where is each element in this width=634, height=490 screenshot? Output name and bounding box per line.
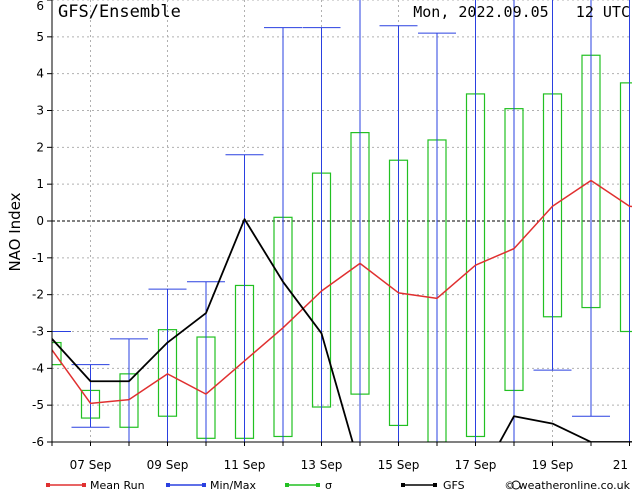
y-tick-label: 6 <box>36 0 44 13</box>
y-axis-label: NAO Index <box>6 192 24 271</box>
legend-label-min-max: Min/Max <box>210 479 256 490</box>
x-tick-labels: 07 Sep 09 Sep 11 Sep 13 Sep 15 Sep 17 Sep 19 S… <box>70 458 628 472</box>
series-lines <box>52 179 632 442</box>
y-tick-labels: -6 -5 -4 -3 -2 -1 0 1 2 3 4 5 6 <box>32 0 44 449</box>
x-tick-label: 15 Sep <box>378 458 420 472</box>
y-tick-label: 2 <box>36 140 44 154</box>
x-tick-label: 21 <box>613 458 628 472</box>
y-tick-label: -3 <box>32 325 44 339</box>
legend-item-gfs: GFS <box>401 479 465 490</box>
sigma-box <box>52 341 62 366</box>
x-tick-label: 13 Sep <box>301 458 343 472</box>
legend-item-mean-run: Mean Run <box>46 479 145 490</box>
legend-label-mean-run: Mean Run <box>90 479 145 490</box>
min-max-bars <box>52 0 630 442</box>
legend-item-sigma: σ <box>285 479 332 490</box>
legend: Mean Run Min/Max σ GFS <box>46 479 465 490</box>
legend-label-sigma: σ <box>325 479 332 490</box>
y-tick-label: -2 <box>32 288 44 302</box>
x-tick-label: 11 Sep <box>224 458 266 472</box>
y-tick-label: -4 <box>32 361 44 375</box>
legend-label-gfs: GFS <box>443 479 465 490</box>
credit-text: © weatheronline.co.uk <box>504 479 630 490</box>
series-line-gfs <box>52 218 632 442</box>
y-tick-label: 3 <box>36 104 44 118</box>
y-tick-label: 5 <box>36 30 44 44</box>
axes <box>47 0 632 446</box>
chart-title: GFS/Ensemble <box>58 2 181 22</box>
legend-item-min-max: Min/Max <box>166 479 256 490</box>
x-tick-label: 17 Sep <box>455 458 497 472</box>
y-tick-label: 4 <box>36 67 44 81</box>
y-tick-label: -1 <box>32 251 44 265</box>
x-tick-label: 09 Sep <box>147 458 189 472</box>
y-tick-label: -5 <box>32 398 44 412</box>
x-tick-label: 07 Sep <box>70 458 112 472</box>
x-tick-label: 19 Sep <box>532 458 574 472</box>
series-line-mean-run <box>52 179 632 405</box>
credit: © weatheronline.co.uk <box>504 479 630 490</box>
y-tick-label: 1 <box>36 177 44 191</box>
run-label: Mon, 2022.09.05 12 UTC <box>413 3 630 21</box>
y-tick-label: -6 <box>32 435 44 449</box>
copyright-mark <box>511 480 521 490</box>
y-tick-label: 0 <box>36 214 44 228</box>
sigma-boxes <box>52 54 632 442</box>
